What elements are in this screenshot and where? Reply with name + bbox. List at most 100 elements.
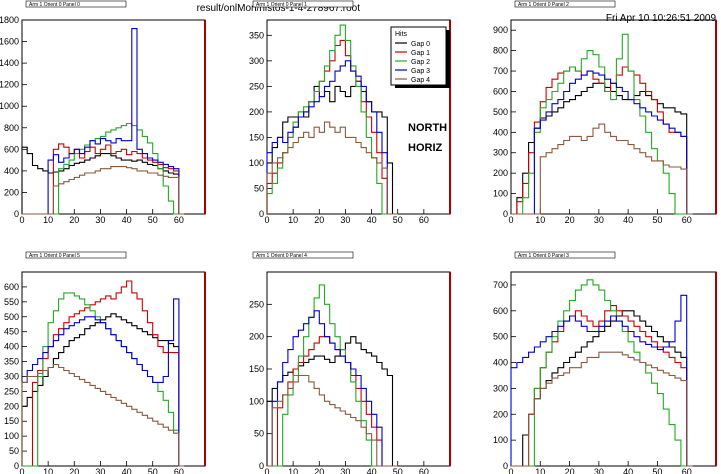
y-tick-label: 50 bbox=[254, 429, 264, 439]
x-tick-label: 40 bbox=[367, 215, 377, 225]
y-tick-label: 500 bbox=[493, 107, 508, 117]
y-tick-label: 1800 bbox=[0, 15, 19, 25]
y-tick-label: 0 bbox=[503, 209, 508, 219]
y-tick-label: 150 bbox=[249, 132, 264, 142]
series-line-gap-3 bbox=[21, 298, 185, 467]
y-tick-label: 1200 bbox=[0, 80, 19, 90]
series-line-gap-1 bbox=[22, 143, 185, 215]
x-tick-label: 60 bbox=[419, 215, 429, 225]
x-tick-label: 60 bbox=[174, 215, 184, 225]
y-tick-label: 100 bbox=[4, 431, 19, 441]
x-tick-label: 0 bbox=[508, 215, 513, 225]
panel-2: Arm 1 Orient 0 Panel 20 10 20 30 40 50 6001002… bbox=[493, 0, 717, 225]
y-tick-label: 300 bbox=[493, 148, 508, 158]
series-line-gap-3 bbox=[22, 28, 185, 215]
north-label: NORTH bbox=[408, 122, 447, 134]
series-line-gap-0 bbox=[511, 82, 693, 215]
x-tick-label: 30 bbox=[340, 467, 350, 474]
panel-title-box bbox=[25, 251, 127, 259]
horiz-label: HORIZ bbox=[408, 142, 443, 154]
legend-items: Gap 0 Gap 1 Gap 2 Gap 3 Gap 4 bbox=[395, 41, 430, 84]
y-tick-label: 300 bbox=[493, 383, 508, 393]
y-tick-label: 350 bbox=[4, 357, 19, 367]
series-line-gap-4 bbox=[266, 121, 398, 215]
panel-title: Arm 1 Orient 0 Panel 1 bbox=[256, 2, 307, 8]
x-tick-label: 20 bbox=[565, 467, 575, 474]
series-line-gap-3 bbox=[510, 294, 693, 467]
series-line-gap-2 bbox=[266, 24, 398, 215]
series-line-gap-3 bbox=[267, 310, 398, 467]
series-line-gap-0 bbox=[21, 146, 185, 215]
panel-title: Arm 1 Orient 0 Panel 4 bbox=[256, 253, 307, 259]
x-tick-label: 40 bbox=[623, 467, 633, 474]
y-tick-label: 0 bbox=[259, 209, 264, 219]
x-tick-label: 30 bbox=[594, 215, 604, 225]
plot-frame bbox=[510, 19, 717, 215]
series-line-gap-0 bbox=[266, 336, 398, 467]
panel-title-box bbox=[514, 0, 616, 8]
y-tick-label: 0 bbox=[503, 461, 508, 471]
x-tick-label: 0 bbox=[264, 467, 269, 474]
legend-entry: Gap 0 bbox=[411, 41, 430, 48]
x-tick-label: 30 bbox=[95, 467, 105, 474]
x-tick-label: 50 bbox=[652, 467, 662, 474]
y-tick-label: 900 bbox=[493, 25, 508, 35]
y-tick-label: 0 bbox=[259, 461, 264, 471]
y-tick-label: 500 bbox=[4, 312, 19, 322]
y-tick-label: 50 bbox=[9, 446, 19, 456]
x-tick-label: 20 bbox=[69, 467, 79, 474]
y-tick-label: 100 bbox=[493, 189, 508, 199]
legend-entry: Gap 3 bbox=[411, 68, 430, 75]
y-tick-label: 300 bbox=[4, 371, 19, 381]
series-line-gap-2 bbox=[22, 292, 185, 467]
legend-entry: Gap 4 bbox=[411, 77, 430, 84]
y-tick-label: 200 bbox=[249, 332, 264, 342]
x-tick-label: 30 bbox=[594, 467, 604, 474]
panel-title: Arm 1 Orient 0 Panel 0 bbox=[29, 2, 80, 8]
x-tick-label: 10 bbox=[288, 467, 298, 474]
y-tick-label: 600 bbox=[4, 144, 19, 154]
x-tick-label: 10 bbox=[535, 467, 545, 474]
legend-title: Hits bbox=[395, 31, 408, 38]
y-tick-label: 100 bbox=[249, 158, 264, 168]
panel-title-box bbox=[252, 251, 354, 259]
x-tick-label: 60 bbox=[419, 467, 429, 474]
x-tick-label: 0 bbox=[264, 215, 269, 225]
x-tick-label: 40 bbox=[122, 467, 132, 474]
series-line-gap-0 bbox=[266, 80, 398, 215]
y-tick-label: 200 bbox=[4, 187, 19, 197]
y-tick-label: 600 bbox=[4, 282, 19, 292]
series-line-gap-1 bbox=[511, 66, 693, 215]
x-tick-label: 40 bbox=[367, 467, 377, 474]
x-tick-label: 50 bbox=[393, 467, 403, 474]
x-tick-label: 50 bbox=[148, 215, 158, 225]
series-line-gap-2 bbox=[511, 279, 693, 467]
series-line-gap-0 bbox=[21, 313, 185, 467]
series-line-gap-4 bbox=[511, 123, 693, 215]
legend-entry: Gap 1 bbox=[411, 50, 430, 57]
file-path-label: result/onlMon/histos-1-4-278967.root bbox=[197, 3, 361, 14]
y-tick-label: 250 bbox=[249, 299, 264, 309]
y-tick-label: 600 bbox=[493, 86, 508, 96]
x-tick-label: 0 bbox=[508, 467, 513, 474]
x-tick-label: 10 bbox=[43, 215, 53, 225]
x-tick-label: 20 bbox=[314, 215, 324, 225]
y-tick-label: 0 bbox=[14, 209, 19, 219]
legend-box bbox=[390, 26, 447, 86]
legend-entry: Gap 2 bbox=[411, 59, 430, 66]
x-tick-label: 20 bbox=[69, 215, 79, 225]
y-tick-label: 400 bbox=[493, 127, 508, 137]
series-line-gap-3 bbox=[266, 60, 398, 215]
y-tick-label: 600 bbox=[493, 306, 508, 316]
panel-title: Arm 1 Orient 0 Panel 2 bbox=[518, 2, 569, 8]
panel-3: Arm 1 Orient 0 Panel 50 10 20 30 40 50 6005010… bbox=[4, 251, 206, 474]
y-tick-label: 400 bbox=[4, 342, 19, 352]
series-line-gap-2 bbox=[22, 122, 185, 215]
series-line-gap-4 bbox=[267, 374, 398, 467]
series-line-gap-2 bbox=[267, 284, 398, 467]
y-tick-label: 700 bbox=[493, 66, 508, 76]
series-line-gap-4 bbox=[511, 351, 693, 467]
panel-title-box bbox=[514, 251, 616, 259]
